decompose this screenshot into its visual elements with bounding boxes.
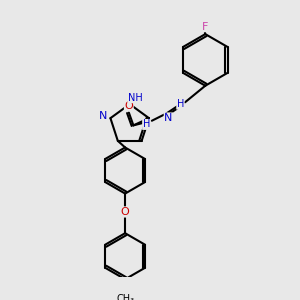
- Text: H: H: [142, 119, 150, 129]
- Text: CH₃: CH₃: [116, 294, 134, 300]
- Text: NH: NH: [128, 93, 142, 103]
- Text: O: O: [121, 207, 130, 217]
- Text: N: N: [164, 113, 172, 123]
- Text: N: N: [99, 111, 107, 121]
- Text: F: F: [202, 22, 208, 32]
- Text: H: H: [177, 99, 184, 109]
- Text: O: O: [124, 101, 133, 111]
